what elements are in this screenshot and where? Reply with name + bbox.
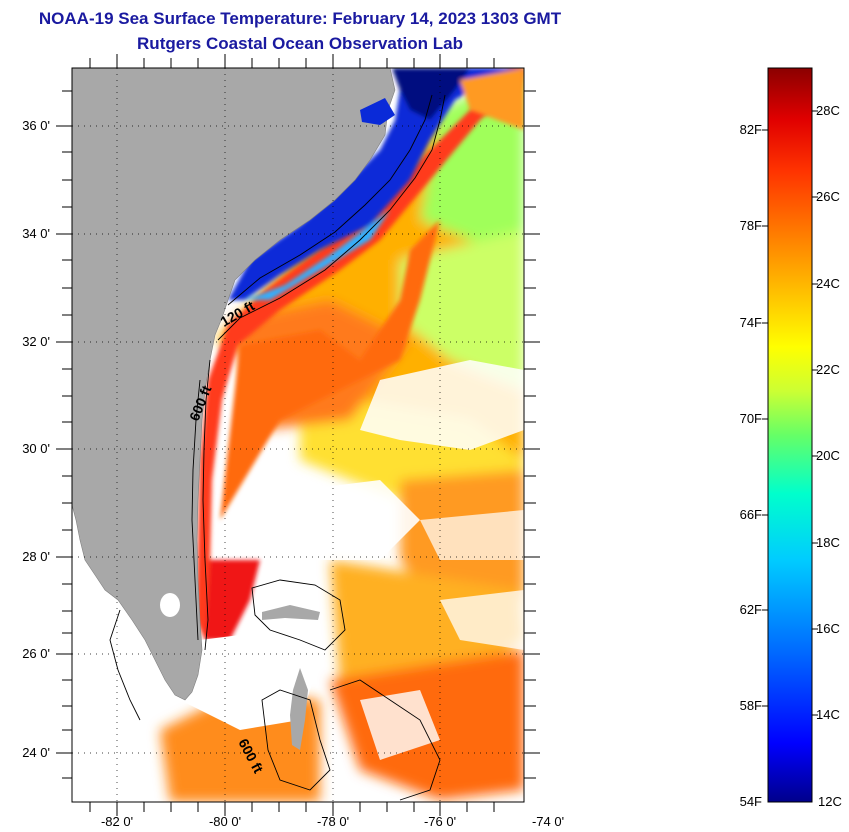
land-mass <box>72 68 396 701</box>
longitude-labels: -82 0' -80 0' -78 0' -76 0' -74 0' <box>101 814 564 829</box>
cloud-mask <box>180 360 524 760</box>
colorbar-f-label: 54F <box>740 794 762 809</box>
lon-label: -80 0' <box>209 814 241 829</box>
cold-shelf-water <box>228 68 524 300</box>
map-subtitle: Rutgers Coastal Ocean Observation Lab <box>137 34 463 53</box>
colorbar-f-label: 58F <box>740 698 762 713</box>
colorbar-c-label: 12C <box>818 794 842 809</box>
map-frame <box>56 54 540 816</box>
colorbar-f-label: 62F <box>740 602 762 617</box>
lat-label: 32 0' <box>22 334 50 349</box>
colorbar-c-label: 22C <box>816 362 840 377</box>
colorbar-c-label: 18C <box>816 535 840 550</box>
colorbar-c-label: 20C <box>816 448 840 463</box>
colorbar-c-label: 16C <box>816 621 840 636</box>
colorbar-f-label: 78F <box>740 218 762 233</box>
lon-label: -82 0' <box>101 814 133 829</box>
graticule <box>72 68 524 802</box>
lon-label: -78 0' <box>317 814 349 829</box>
lat-label: 28 0' <box>22 549 50 564</box>
colorbar-c-label: 28C <box>816 103 840 118</box>
lat-label: 24 0' <box>22 745 50 760</box>
temperature-colorbar: 82F 78F 74F 70F 66F 62F 58F 54F 28C 26C … <box>740 67 842 809</box>
lat-label: 34 0' <box>22 226 50 241</box>
colorbar-f-label: 82F <box>740 122 762 137</box>
gulf-stream <box>196 68 524 640</box>
colorbar-c-label: 26C <box>816 189 840 204</box>
lat-label: 30 0' <box>22 441 50 456</box>
map-title: NOAA-19 Sea Surface Temperature: Februar… <box>38 9 562 28</box>
colorbar-f-label: 74F <box>740 315 762 330</box>
colorbar-f-label: 66F <box>740 507 762 522</box>
bahamas-land <box>290 668 308 750</box>
sst-field <box>160 68 524 802</box>
lat-label: 36 0' <box>22 118 50 133</box>
colorbar-f-label: 70F <box>740 411 762 426</box>
isobath-contours <box>109 94 446 801</box>
colorbar-c-label: 24C <box>816 276 840 291</box>
lon-label: -74 0' <box>532 814 564 829</box>
colorbar-c-label: 14C <box>816 707 840 722</box>
latitude-labels: 36 0' 34 0' 32 0' 30 0' 28 0' 26 0' 24 0… <box>22 118 50 760</box>
lon-label: -76 0' <box>424 814 456 829</box>
sst-map: 120 ft 600 ft 600 ft <box>72 68 524 802</box>
lat-label: 26 0' <box>22 646 50 661</box>
